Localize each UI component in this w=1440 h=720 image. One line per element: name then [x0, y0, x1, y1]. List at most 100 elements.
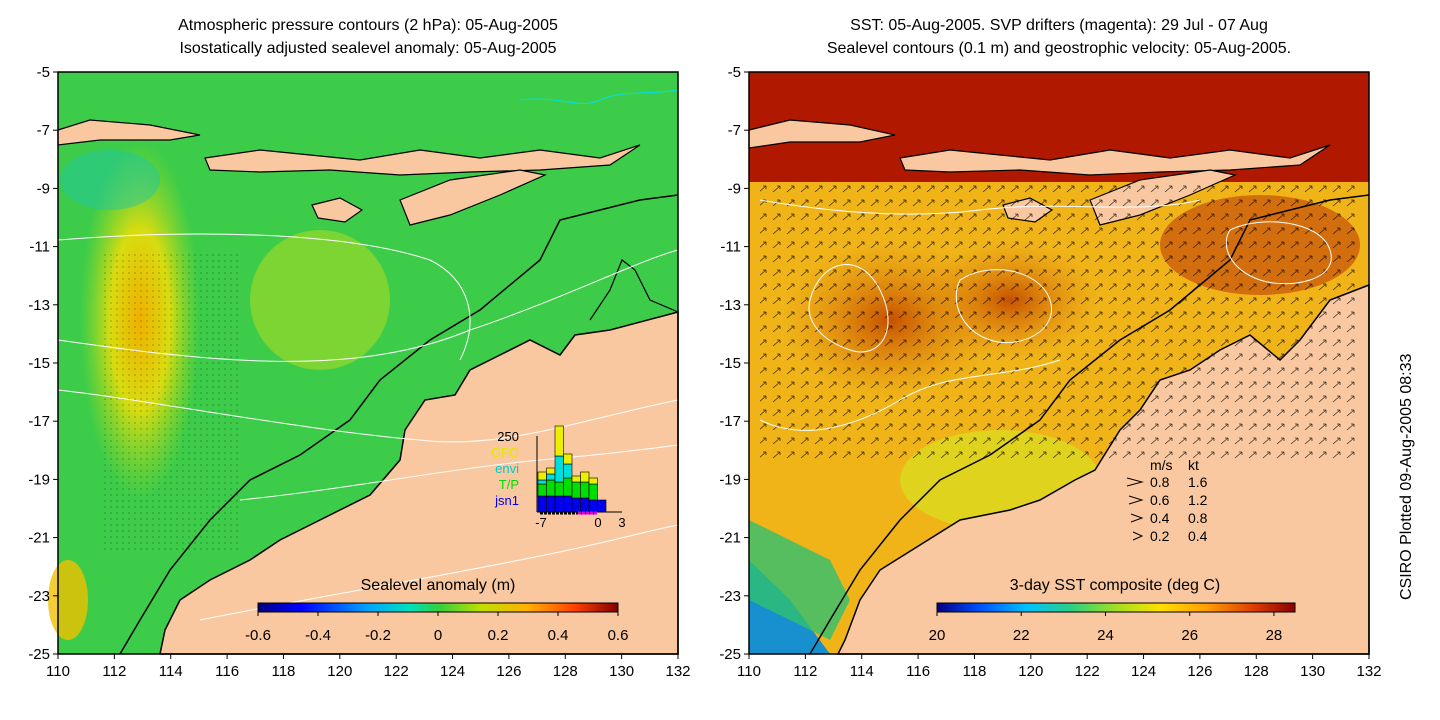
colorbar-tick-label: 0.4 [548, 627, 569, 644]
right-sealevel-contour-2 [955, 269, 1053, 344]
right-colorbar-ramp [936, 602, 1296, 613]
left-title-line2: Isostatically adjusted sealevel anomaly:… [179, 40, 557, 57]
inset-legend-tp: T/P [499, 477, 519, 492]
left-lon-tick-label: 128 [553, 663, 578, 680]
left-lon-tick-label: 114 [159, 663, 183, 680]
left-yellow-patch [48, 560, 88, 640]
inset-x-tick-label: 0 [594, 515, 601, 530]
right-lat-tick-label: -11 [720, 239, 741, 256]
left-pressure-contour-5 [239, 444, 679, 501]
velocity-key-arrow [1132, 531, 1144, 541]
left-lat-tick-label: -25 [28, 646, 50, 663]
velocity-key-kt: 0.8 [1188, 510, 1208, 526]
left-australia-land [159, 311, 679, 655]
left-lat-tick-label: -7 [37, 122, 50, 139]
left-lat-tick-label: -15 [28, 355, 50, 372]
csiro-credit: CSIRO Plotted 09-Aug-2005 08:33 [1398, 353, 1415, 600]
inset-legend-gfo: GFO [491, 445, 519, 460]
inset-bar-gfo [571, 475, 581, 483]
left-lon-tick-label: 110 [46, 663, 70, 680]
velocity-key-ms: 0.4 [1150, 510, 1170, 526]
inset-y-label: 250 [497, 429, 519, 444]
left-lon-tick-label: 120 [327, 663, 352, 680]
colorbar-tick-label: 0.6 [608, 627, 629, 644]
inset-bar-gfo [580, 471, 590, 483]
left-lon-tick-label: 132 [665, 663, 690, 680]
left-lat-tick-label: -17 [28, 413, 50, 430]
velocity-key-kt: 1.6 [1188, 474, 1208, 490]
colorbar-tick-label: 22 [1013, 627, 1030, 644]
left-pressure-contour-2 [57, 389, 679, 443]
left-colorbar: Sealevel anomaly (m) -0.6 -0.4 -0.2 0 0.2 0.4… [245, 577, 628, 644]
velocity-key-header-ms: m/s [1150, 457, 1173, 473]
right-map-panel [748, 71, 1370, 655]
right-lat-tick-label: -9 [728, 180, 741, 197]
right-java-island [748, 119, 896, 149]
left-axes: 110 112 114 116 118 120 122 124 126 128 130 132 -5 -7… [28, 64, 690, 680]
right-title-line1: SST: 05-Aug-2005. SVP drifters (magenta)… [850, 17, 1268, 34]
right-lat-tick-label: -19 [719, 471, 741, 488]
inset-bar-tp [554, 481, 564, 497]
left-cyan-patch [60, 150, 160, 210]
right-lat-tick-label: -25 [719, 646, 741, 663]
left-java-island [57, 119, 201, 146]
right-lon-tick-label: 110 [737, 663, 761, 680]
inset-bar-gfo [554, 425, 564, 457]
left-title-line1: Atmospheric pressure contours (2 hPa): 0… [178, 17, 558, 34]
right-lon-tick-label: 130 [1300, 663, 1325, 680]
left-lon-tick-label: 122 [384, 663, 409, 680]
left-pressure-contour-3 [57, 233, 471, 361]
inset-legend-jsn1: jsn1 [494, 493, 519, 508]
inset-bar-jsn1 [554, 495, 564, 513]
left-timor-island [399, 169, 547, 226]
left-java-land [58, 72, 678, 115]
left-lat-tick-label: -9 [37, 180, 50, 197]
colorbar-tick-label: 20 [929, 627, 946, 644]
left-sunda-islands [204, 144, 641, 176]
inset-bar-jsn1 [537, 495, 547, 513]
left-lon-tick-label: 112 [102, 663, 126, 680]
inset-bar-tp [563, 477, 573, 497]
left-lat-tick-label: -23 [28, 588, 50, 605]
velocity-key: m/s kt 0.8 1.6 0.6 1.2 0.4 0.8 0.2 0.4 [1126, 457, 1208, 544]
inset-bar-gfo [537, 471, 547, 481]
right-sealevel-contour-4 [759, 199, 1201, 215]
inset-bar-envi [554, 455, 564, 483]
velocity-key-kt: 1.2 [1188, 492, 1208, 508]
inset-bar-gfo [563, 453, 573, 465]
right-lat-tick-label: -17 [719, 413, 741, 430]
inset-bar-gfo [588, 477, 598, 485]
inset-bar-jsn1 [588, 499, 598, 513]
right-cool-strip [749, 520, 850, 640]
left-dotted-region [100, 250, 240, 550]
inset-legend-envi: envi [495, 461, 519, 476]
velocity-key-ms: 0.6 [1150, 492, 1170, 508]
right-colorbar-ticks: 20 22 24 26 28 [929, 612, 1282, 644]
colorbar-tick-label: -0.4 [305, 627, 331, 644]
velocity-key-kt: 0.4 [1188, 528, 1208, 544]
left-colorbar-ticks: -0.6 -0.4 -0.2 0 0.2 0.4 0.6 [245, 612, 628, 644]
right-lon-tick-label: 118 [962, 663, 986, 680]
left-colorbar-label: Sealevel anomaly (m) [361, 577, 516, 594]
right-lon-tick-label: 114 [850, 663, 874, 680]
left-lat-tick-label: -19 [28, 471, 50, 488]
colorbar-tick-label: 24 [1097, 627, 1114, 644]
inset-x-tick-label: -7 [535, 515, 547, 530]
right-lat-tick-label: -23 [719, 588, 741, 605]
inset-bar-jsn1 [597, 499, 607, 513]
left-lon-tick-label: 116 [215, 663, 239, 680]
left-lon-tick-label: 126 [496, 663, 521, 680]
right-lat-tick-label: -13 [719, 297, 741, 314]
velocity-key-arrow [1128, 495, 1144, 505]
right-lat-tick-label: -15 [719, 355, 741, 372]
inset-bar-gfo [546, 467, 556, 475]
inset-bar-tp [537, 483, 547, 497]
inset-bar-jsn1 [563, 495, 573, 513]
colorbar-tick-label: -0.2 [365, 627, 391, 644]
left-kimberley-coast [589, 259, 679, 321]
right-shelf-edge [809, 194, 1370, 655]
right-lon-tick-label: 132 [1356, 663, 1381, 680]
left-lat-tick-label: -11 [29, 239, 50, 256]
